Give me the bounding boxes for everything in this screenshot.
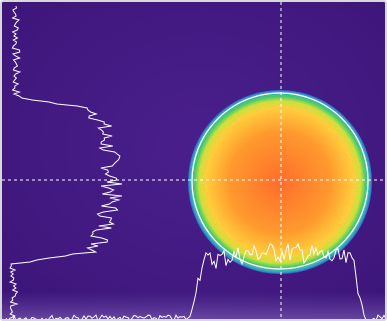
vertical-intensity-profile xyxy=(8,5,123,319)
beam-speckle-texture xyxy=(189,91,371,273)
sensor-noise-band xyxy=(2,292,385,319)
reference-circle[interactable] xyxy=(191,92,369,270)
beam-spot xyxy=(188,90,372,274)
horizontal-intensity-profile xyxy=(5,242,385,319)
